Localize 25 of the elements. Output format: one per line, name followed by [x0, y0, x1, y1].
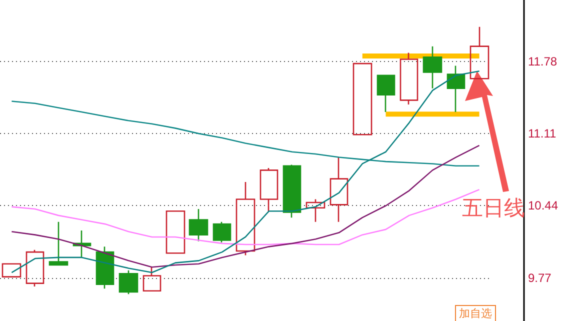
candlestick: [166, 210, 186, 254]
candlestick: [2, 263, 22, 278]
candlestick: [188, 208, 208, 242]
candlestick: [446, 65, 466, 113]
y-tick-label: 11.78: [528, 54, 558, 68]
candlestick: [48, 221, 68, 266]
y-tick-label: 9.77: [528, 270, 552, 285]
candlestick: [142, 266, 162, 292]
y-tick-label: 11.11: [528, 126, 557, 141]
candlestick: [236, 181, 256, 256]
candlestick: [352, 62, 372, 136]
candlestick: [306, 198, 326, 223]
candlestick: [330, 156, 348, 223]
candlestick: [118, 270, 138, 295]
candlestick: [400, 52, 418, 106]
candlestick: [282, 164, 302, 218]
candlestick: [260, 167, 278, 212]
candlestick: [470, 26, 490, 80]
candlestick: [26, 249, 44, 288]
candlestick: [96, 246, 114, 290]
candlestick: [422, 46, 442, 89]
annotation: 加自选: [455, 305, 496, 321]
y-tick-label: 10.44: [528, 198, 558, 213]
candlestick: [376, 74, 396, 113]
candlestick: [212, 221, 232, 244]
